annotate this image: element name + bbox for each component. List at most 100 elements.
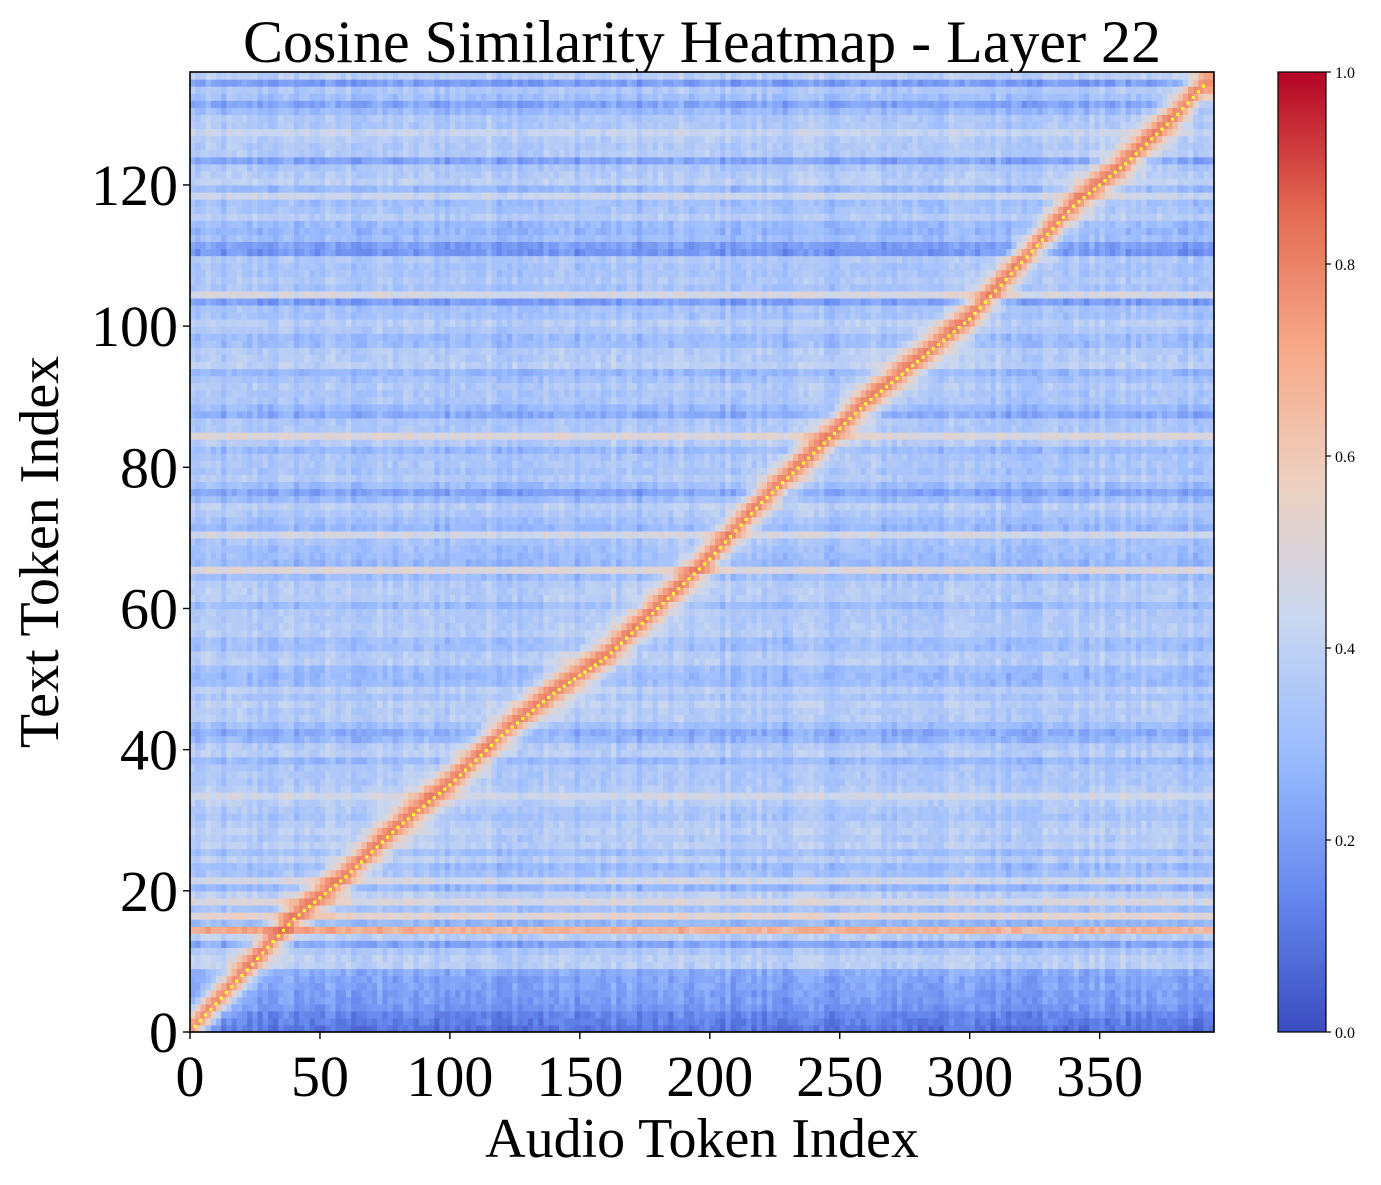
heatmap-cell (1022, 912, 1028, 920)
heatmap-cell (528, 1004, 534, 1012)
heatmap-cell (590, 870, 596, 878)
heatmap-cell (663, 983, 669, 991)
heatmap-cell (507, 898, 513, 906)
heatmap-cell (1115, 1011, 1121, 1019)
heatmap-cell (1001, 976, 1007, 984)
heatmap-cell (258, 891, 264, 899)
heatmap-cell (1011, 954, 1017, 962)
heatmap-cell (668, 968, 674, 976)
heatmap-cell (1193, 961, 1199, 969)
heatmap-cell (647, 976, 653, 984)
heatmap-cell (647, 891, 653, 899)
heatmap-cell (621, 961, 627, 969)
heatmap-cell (616, 891, 622, 899)
heatmap-cell (549, 891, 555, 899)
heatmap-cell (242, 848, 248, 856)
heatmap-cell (278, 976, 284, 984)
heatmap-cell (211, 848, 217, 856)
heatmap-cell (871, 940, 877, 948)
heatmap-cell (736, 990, 742, 998)
heatmap-cell (819, 898, 825, 906)
heatmap-cell (190, 891, 196, 899)
heatmap-cell (356, 926, 362, 934)
heatmap-cell (1037, 983, 1043, 991)
heatmap-cell (835, 968, 841, 976)
heatmap-cell (538, 1004, 544, 1012)
heatmap-cell (242, 884, 248, 892)
heatmap-cell (320, 863, 326, 871)
heatmap-cell (1022, 1018, 1028, 1026)
heatmap-cell (263, 926, 269, 934)
heatmap-cell (944, 968, 950, 976)
heatmap-cell (689, 1004, 695, 1012)
heatmap-cell (985, 983, 991, 991)
heatmap-cell (440, 870, 446, 878)
heatmap-cell (351, 905, 357, 913)
heatmap-cell (715, 884, 721, 892)
heatmap-cell (304, 1011, 310, 1019)
heatmap-cell (403, 1004, 409, 1012)
heatmap-cell (1001, 884, 1007, 892)
heatmap-cell (419, 983, 425, 991)
heatmap-cell (1068, 990, 1074, 998)
heatmap-cell (923, 976, 929, 984)
heatmap-cell (1183, 877, 1189, 885)
heatmap-cell (1152, 990, 1158, 998)
heatmap-cell (294, 983, 300, 991)
heatmap-cell (367, 997, 373, 1005)
heatmap-cell (1079, 870, 1085, 878)
heatmap-cell (398, 961, 404, 969)
heatmap-cell (757, 947, 763, 955)
heatmap-cell (653, 983, 659, 991)
heatmap-cell (278, 848, 284, 856)
heatmap-cell (393, 891, 399, 899)
heatmap-cell (783, 877, 789, 885)
heatmap-cell (689, 870, 695, 878)
heatmap-cell (1126, 976, 1132, 984)
heatmap-cell (762, 940, 768, 948)
heatmap-cell (1105, 1011, 1111, 1019)
heatmap-cell (902, 933, 908, 941)
heatmap-cell (621, 983, 627, 991)
heatmap-cell (372, 1011, 378, 1019)
heatmap-cell (632, 983, 638, 991)
heatmap-cell (907, 870, 913, 878)
heatmap-cell (975, 863, 981, 871)
heatmap-cell (887, 905, 893, 913)
heatmap-cell (1183, 1018, 1189, 1026)
heatmap-cell (294, 898, 300, 906)
heatmap-cell (767, 870, 773, 878)
heatmap-cell (731, 912, 737, 920)
heatmap-cell (824, 947, 830, 955)
heatmap-cell (611, 856, 617, 864)
heatmap-cell (1183, 976, 1189, 984)
heatmap-cell (450, 898, 456, 906)
heatmap-cell (351, 976, 357, 984)
heatmap-cell (1042, 976, 1048, 984)
heatmap-cell (310, 947, 316, 955)
heatmap-cell (476, 905, 482, 913)
heatmap-cell (569, 940, 575, 948)
heatmap-cell (1141, 912, 1147, 920)
heatmap-cell (918, 976, 924, 984)
heatmap-cell (866, 905, 872, 913)
heatmap-cell (907, 983, 913, 991)
heatmap-cell (362, 848, 368, 856)
heatmap-cell (398, 877, 404, 885)
heatmap-cell (580, 898, 586, 906)
heatmap-cell (398, 1011, 404, 1019)
heatmap-cell (263, 877, 269, 885)
heatmap-cell (694, 1011, 700, 1019)
heatmap-cell (263, 1004, 269, 1012)
heatmap-cell (1120, 1018, 1126, 1026)
heatmap-cell (372, 912, 378, 920)
heatmap-cell (211, 863, 217, 871)
heatmap-cell (1141, 933, 1147, 941)
heatmap-cell (476, 877, 482, 885)
heatmap-cell (419, 976, 425, 984)
heatmap-cell (497, 983, 503, 991)
heatmap-cell (1146, 990, 1152, 998)
heatmap-cell (289, 933, 295, 941)
heatmap-cell (465, 997, 471, 1005)
heatmap-cell (549, 912, 555, 920)
